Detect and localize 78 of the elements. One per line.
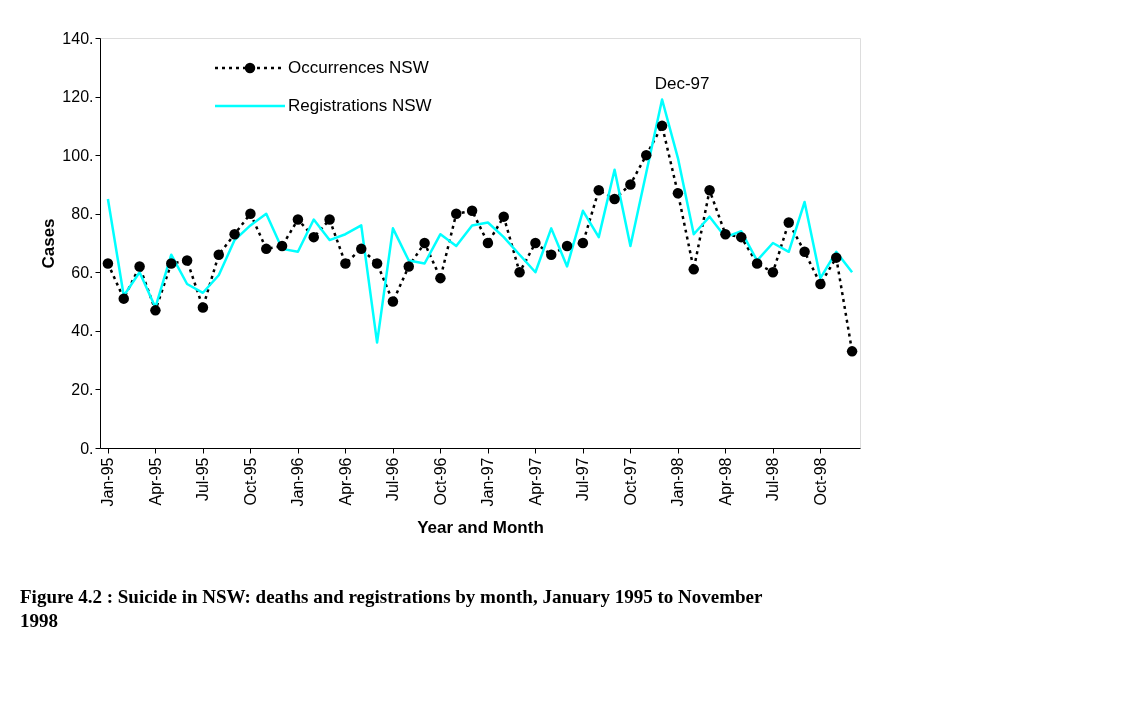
y-tick-label: 100. [62,146,94,164]
caption: Figure 4.2 : Suicide in NSW: deaths and registrations by month, January 1995 to November 1998 [20,586,764,631]
y-tick-label: 140. [62,29,94,47]
point [593,185,604,196]
point [751,258,763,269]
y-tick-label: 20. [71,380,94,398]
y-tick-label: 0. [80,439,94,457]
point [102,258,114,269]
point [767,267,779,278]
point [577,237,589,249]
point [324,214,335,225]
point [245,208,256,219]
point [688,264,699,275]
x-tick-label: Jan-97 [479,457,497,507]
y-axis-title: Cases [39,218,59,269]
point [641,149,652,161]
y-tick-label: 60. [71,263,94,281]
point [213,249,224,260]
x-tick-label: Jul-97 [574,457,592,502]
x-tick-label: Oct-98 [811,457,829,506]
point [387,296,399,307]
point [561,240,573,252]
point [229,228,240,240]
point [403,261,414,272]
point [134,261,145,272]
legend-label: Registrations NSW [288,96,432,115]
point [514,267,525,278]
x-axis-title: Year and Month [417,518,544,538]
legend-label: Occurrences NSW [288,58,429,77]
x-tick-label: Jan-96 [289,457,307,507]
x-tick-label: Apr-96 [336,457,354,506]
point [181,255,193,266]
point [656,120,668,132]
point [625,179,636,190]
x-tick-label: Oct-97 [621,457,639,506]
x-tick-label: Jul-95 [194,457,212,502]
y-tick-label: 40. [71,322,94,340]
point [261,243,272,255]
point [292,214,304,225]
x-tick-label: Jan-95 [99,457,117,507]
point [831,252,842,263]
x-tick-label: Oct-95 [241,457,259,506]
y-tick-label: 120. [62,88,94,106]
point [799,246,810,258]
point [736,231,747,243]
point [846,346,858,357]
point [672,187,684,199]
x-tick-label: Apr-95 [146,457,164,506]
x-tick-label: Jul-96 [384,457,402,502]
point [704,185,715,196]
point [435,272,446,284]
annotation: Dec-97 [654,73,710,93]
point [783,217,794,228]
point [308,231,319,243]
point [419,237,430,249]
point [530,237,541,249]
point [150,305,161,316]
point [609,193,620,205]
y-tick-label: 80. [71,205,94,223]
point [371,258,383,269]
x-tick-label: Jul-98 [764,457,782,502]
point [197,302,209,313]
x-tick-label: Jan-98 [669,457,687,507]
x-tick-label: Apr-98 [716,457,734,506]
point [815,278,826,290]
point [482,237,494,249]
point [276,240,288,252]
point [466,205,478,217]
point [498,211,509,222]
x-tick-label: Oct-96 [431,457,449,506]
point [451,208,462,219]
point [166,258,177,269]
x-tick-label: Apr-97 [526,457,544,506]
point [546,249,557,260]
point [118,293,129,304]
point [720,228,731,240]
point [356,243,367,255]
point [340,258,351,269]
